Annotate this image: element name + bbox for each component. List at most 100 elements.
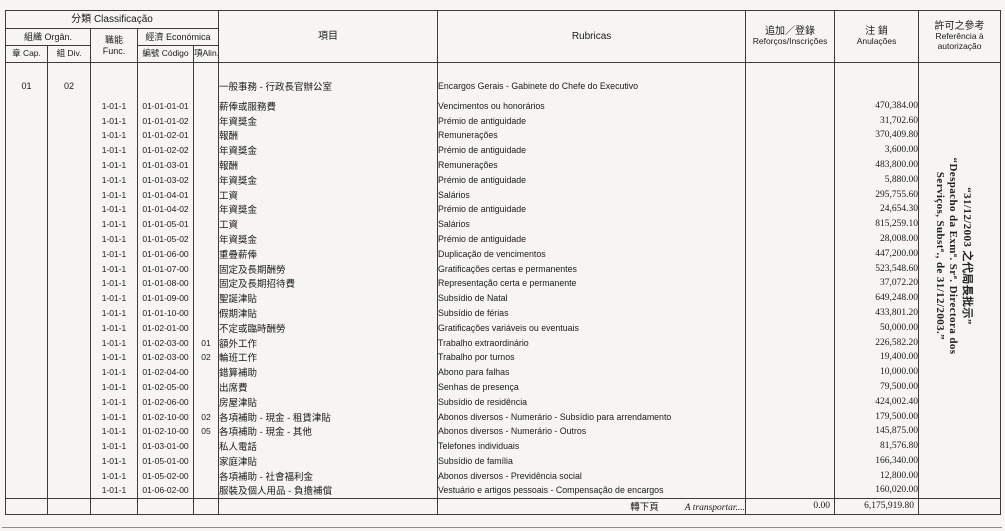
cell-alinea <box>192 453 219 469</box>
cell-anulacao: 815,259.10 <box>834 216 919 232</box>
cell-codigo: 01-05-02-00 <box>137 468 194 484</box>
footer-referencia-cell <box>918 497 1001 515</box>
cell-cap <box>5 216 48 232</box>
header-anulacoes-zh: 注 銷 <box>865 25 888 37</box>
header-funcao-zh: 職能 <box>104 35 123 46</box>
cell-anulacao: 447,200.00 <box>834 246 919 262</box>
cell-item: 聖誕津貼 <box>218 290 438 306</box>
cell-item: 年資獎金 <box>218 202 438 217</box>
table-row: 1-01-1 01-01-05-02 年資獎金 Prémio de antigu… <box>5 231 1001 247</box>
cell-func: 1-01-1 <box>90 379 138 395</box>
table-row: 1-01-1 01-02-03-00 01 額外工作 Trabalho extr… <box>5 335 1001 351</box>
cell-div <box>47 409 91 425</box>
header-itens: 項目 <box>218 10 438 63</box>
cell-rubrica: Remunerações <box>437 157 746 173</box>
cell-div <box>47 142 91 158</box>
cell-cap <box>5 290 48 306</box>
cell-referencia <box>918 335 1001 351</box>
cell-codigo: 01-06-02-00 <box>137 483 194 499</box>
cell-div <box>47 424 91 439</box>
cell-rubrica: Salários <box>437 187 746 203</box>
cell-item: 錯算補助 <box>218 364 438 380</box>
cell-referencia <box>918 305 1001 321</box>
cell-rubrica: Duplicação de vencimentos <box>437 246 746 262</box>
table-row: 1-01-1 01-01-09-00 聖誕津貼 Subsídio de Nata… <box>5 290 1001 306</box>
cell-div <box>47 453 91 469</box>
cell-reforco <box>745 276 835 291</box>
cell-rubrica: Prémio de antiguidade <box>437 231 746 247</box>
cell-rubrica: Subsídio de residência <box>437 394 746 410</box>
cell-codigo: 01-01-04-02 <box>137 202 194 217</box>
cell-alinea <box>192 261 219 277</box>
cell-func: 1-01-1 <box>90 216 138 232</box>
cell-anulacao: 226,582.20 <box>834 335 919 351</box>
cell-anulacao: 470,384.00 <box>834 98 919 114</box>
cell-codigo: 01-01-02-01 <box>137 128 194 143</box>
cell-cap <box>5 483 48 499</box>
cell-func: 1-01-1 <box>90 453 138 469</box>
cell-div <box>47 113 91 129</box>
cell-div <box>47 438 91 454</box>
cell-div <box>47 216 91 232</box>
header-alinea: 項Alin. <box>192 45 219 63</box>
cell-codigo: 01-02-06-00 <box>137 394 194 410</box>
carry-forward-labels: 轉下頁 A transportar.... <box>437 497 746 515</box>
cell-reforco <box>745 424 835 439</box>
section-item: 一般事務 - 行政長官辦公室 <box>218 78 438 93</box>
cell-item: 服裝及個人用品 - 負擔補償 <box>218 483 438 499</box>
cell-reforco <box>745 409 835 425</box>
cell-func: 1-01-1 <box>90 113 138 129</box>
cell-cap <box>5 379 48 395</box>
cell-reforco <box>745 261 835 277</box>
header-anulacoes: 注 銷 Anulações <box>834 10 919 63</box>
cell-div <box>47 394 91 410</box>
cell-referencia <box>918 453 1001 469</box>
cell-reforco <box>745 320 835 336</box>
cell-referencia <box>918 98 1001 114</box>
cell-rubrica: Prémio de antiguidade <box>437 202 746 217</box>
cell-div <box>47 157 91 173</box>
cell-codigo: 01-01-06-00 <box>137 246 194 262</box>
cell-cap <box>5 364 48 380</box>
cell-func: 1-01-1 <box>90 438 138 454</box>
cell-referencia <box>918 290 1001 306</box>
cell-anulacao: 160,020.00 <box>834 483 919 499</box>
table-row: 1-01-1 01-01-07-00 固定及長期酬勞 Gratificações… <box>5 261 1001 277</box>
cell-div <box>47 276 91 291</box>
cell-reforco <box>745 379 835 395</box>
header-orgao: 組織 Orgân. <box>5 28 91 46</box>
authorization-reference-note: “31/12/2003 之代局長批示” “Despacho da Exmª. S… <box>931 106 973 406</box>
cell-reforco <box>745 157 835 173</box>
cell-item: 年資獎金 <box>218 172 438 188</box>
table-row: 1-01-1 01-01-04-01 工資 Salários 295,755.6… <box>5 187 1001 203</box>
page-bottom-rule <box>2 527 1002 528</box>
cell-cap <box>5 172 48 188</box>
section-div: 02 <box>47 78 91 93</box>
table-row: 1-01-1 01-02-04-00 錯算補助 Abono para falha… <box>5 364 1001 380</box>
table-row: 1-01-1 01-05-01-00 家庭津貼 Subsídio de famí… <box>5 453 1001 469</box>
cell-alinea <box>192 246 219 262</box>
cell-item: 重疊薪俸 <box>218 246 438 262</box>
cell-div <box>47 202 91 217</box>
cell-referencia <box>918 128 1001 143</box>
cell-reforco <box>745 394 835 410</box>
cell-div <box>47 468 91 484</box>
header-reforcos-pt: Reforços/Inscrições <box>752 36 828 47</box>
cell-anulacao: 37,072.20 <box>834 276 919 291</box>
carry-forward-label-pt: A transportar.... <box>684 503 746 514</box>
cell-func: 1-01-1 <box>90 157 138 173</box>
cell-anulacao: 483,800.00 <box>834 157 919 173</box>
cell-alinea <box>192 364 219 380</box>
table-row: 1-01-1 01-02-05-00 出席費 Senhas de presenç… <box>5 379 1001 395</box>
carry-forward-row: 轉下頁 A transportar.... 0.00 6,175,919.80 <box>5 497 1001 515</box>
table-row: 1-01-1 01-02-10-00 05 各項補助 - 現金 - 其他 Abo… <box>5 424 1001 439</box>
cell-anulacao: 523,548.60 <box>834 261 919 277</box>
cell-rubrica: Telefones individuais <box>437 438 746 454</box>
cell-referencia <box>918 394 1001 410</box>
table-row: 1-01-1 01-06-02-00 服裝及個人用品 - 負擔補償 Vestuá… <box>5 483 1001 499</box>
table-row: 1-01-1 01-01-04-02 年資獎金 Prémio de antigu… <box>5 202 1001 217</box>
header-funcao: 職能 Func. <box>90 28 138 63</box>
cell-item: 各項補助 - 現金 - 其他 <box>218 424 438 439</box>
cell-item: 年資獎金 <box>218 142 438 158</box>
cell-referencia <box>918 424 1001 439</box>
